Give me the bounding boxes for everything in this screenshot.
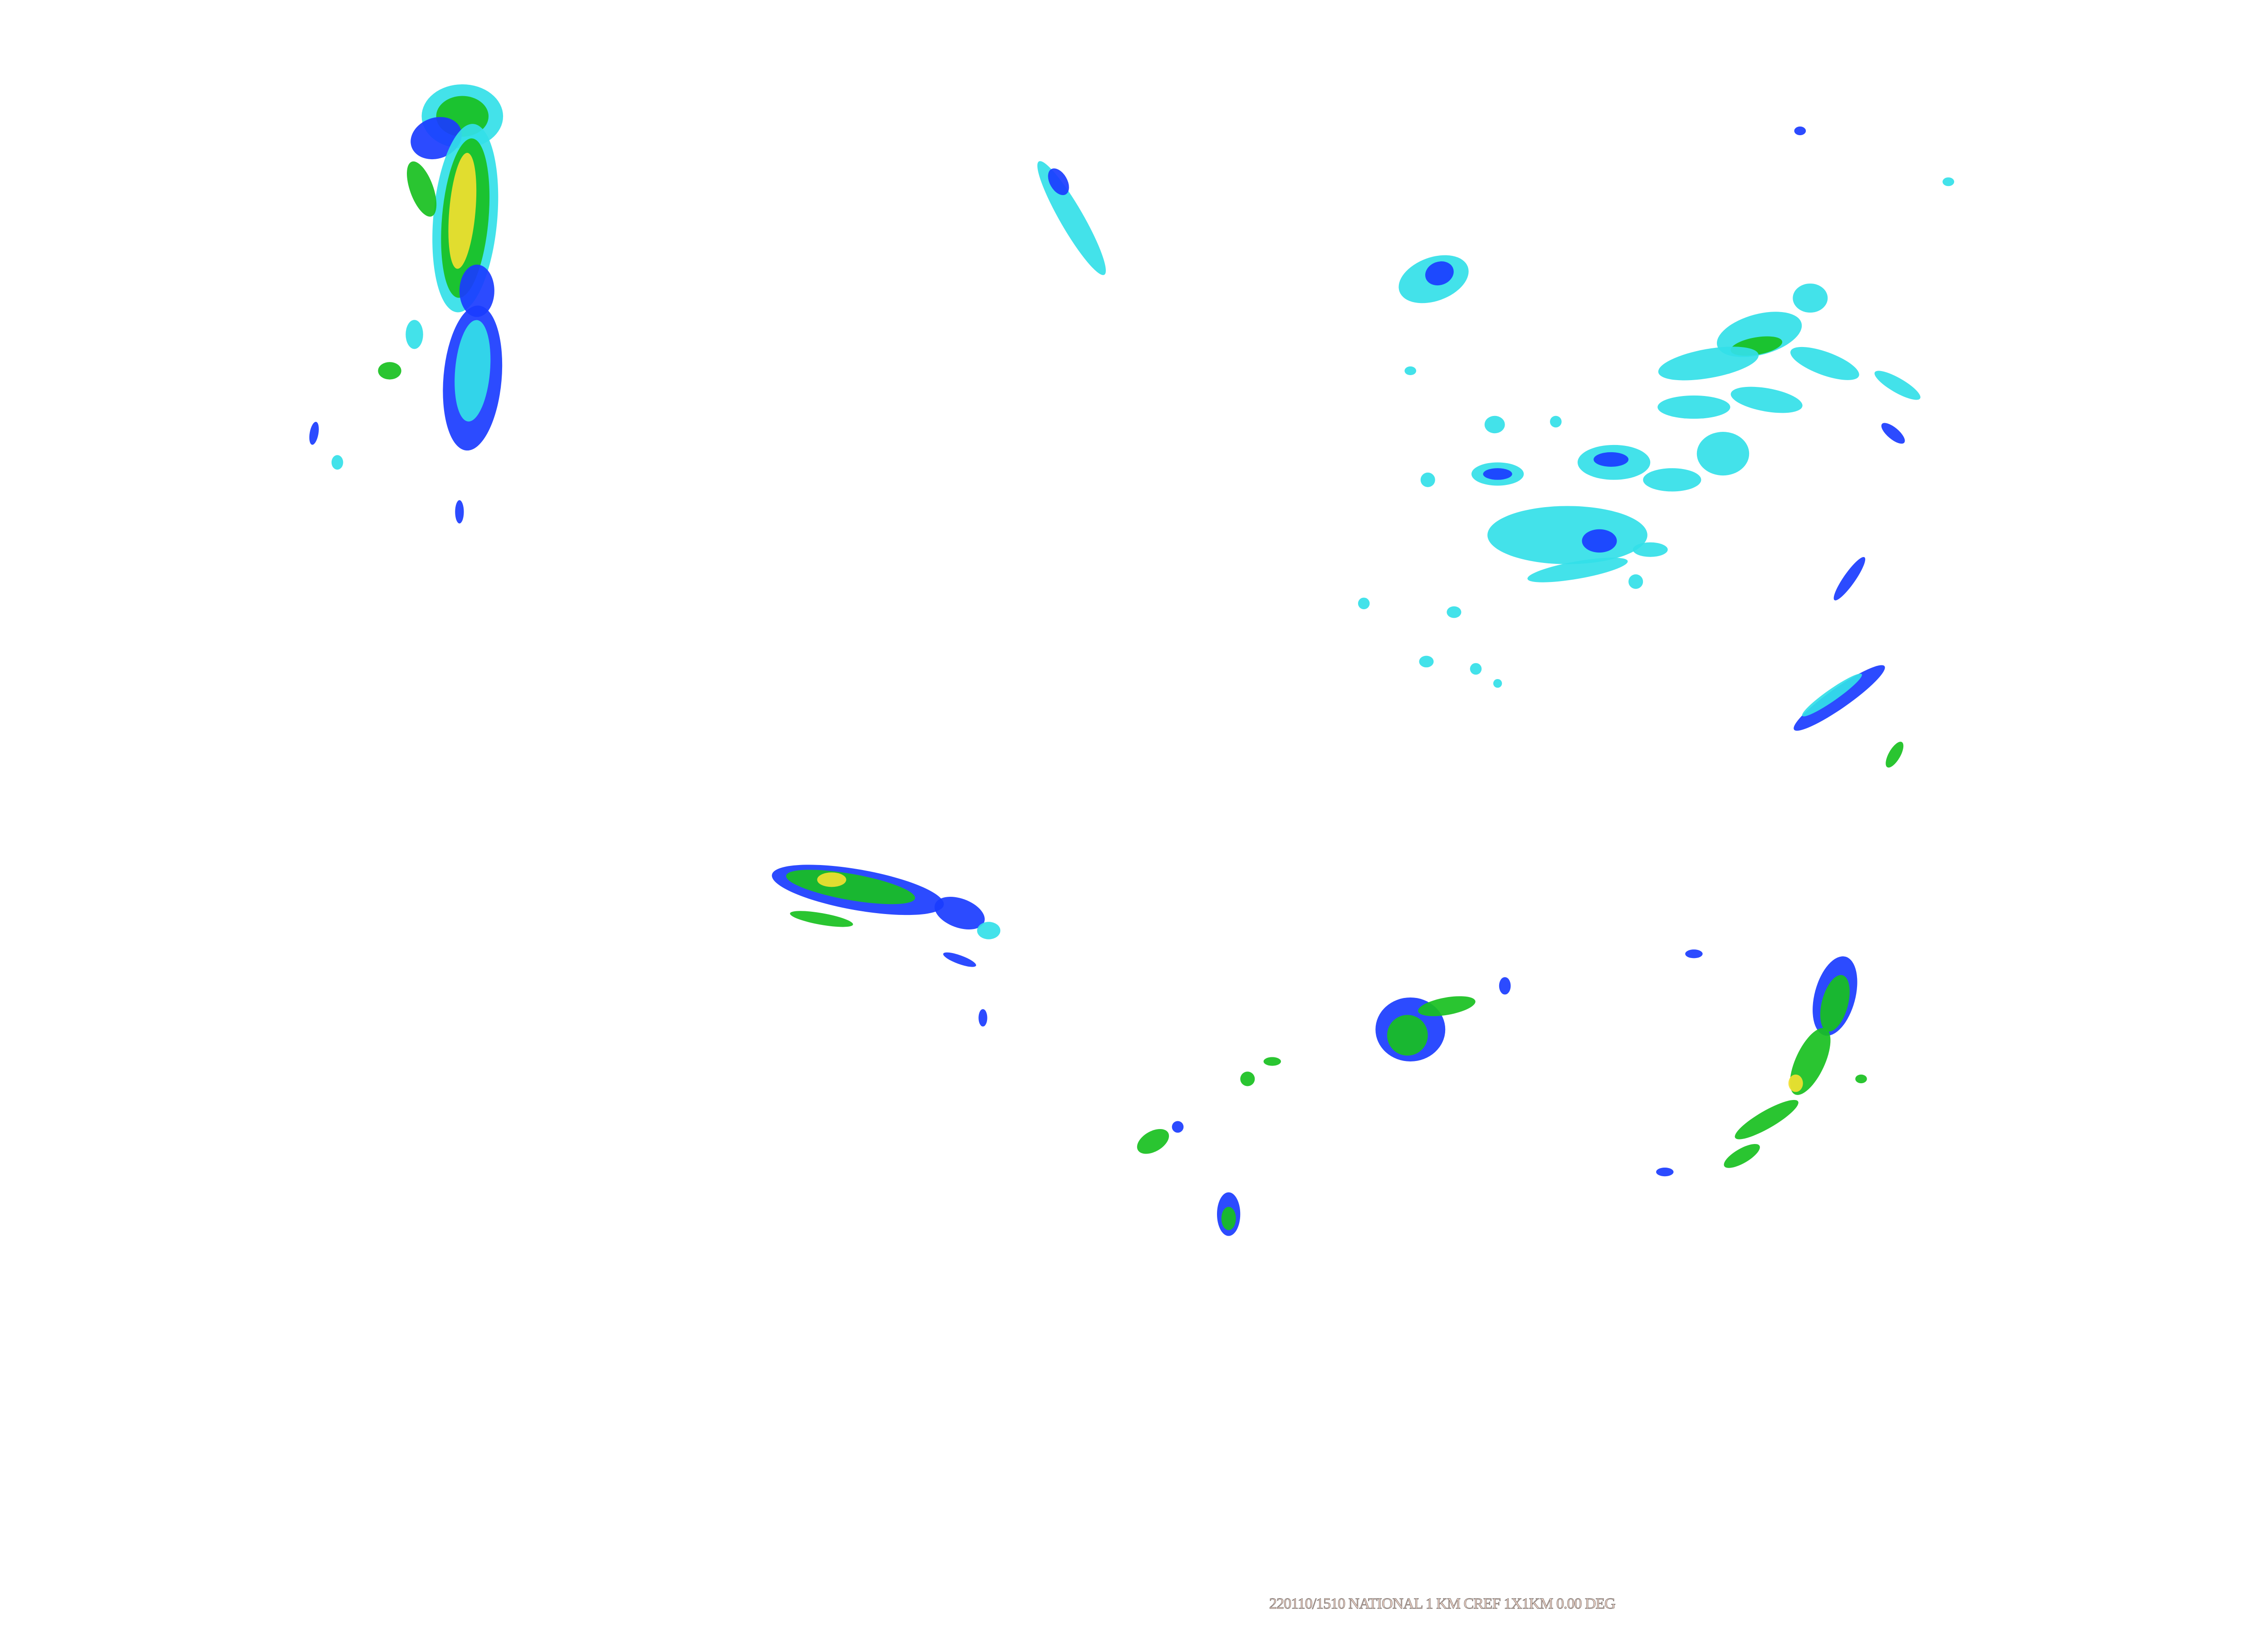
strong-echo-cell [1855, 1074, 1867, 1084]
moderate-echo-cell [459, 264, 494, 317]
strong-echo-cell [1820, 975, 1850, 1032]
light-echo-cell [1419, 655, 1434, 668]
light-echo-cell [1487, 506, 1647, 564]
light-echo-cell [1633, 542, 1668, 557]
moderate-echo-cell [1582, 529, 1617, 553]
product-caption: 220110/1510 NATIONAL 1 KM CREF 1X1KM 0.0… [1269, 1595, 1616, 1612]
light-echo-cell [1447, 606, 1461, 618]
light-echo-cell [1790, 347, 1859, 380]
moderate-echo-cell [309, 421, 319, 445]
light-echo-cell [1404, 366, 1417, 376]
light-echo-cell [406, 320, 423, 349]
strong-echo-cell [407, 161, 437, 217]
light-echo-cell [1037, 161, 1106, 275]
light-echo-cell [1696, 432, 1750, 476]
strong-echo-cell [1418, 996, 1476, 1017]
strong-echo-cell [1137, 1129, 1169, 1154]
moderate-echo-cell [1048, 168, 1069, 196]
light-echo-cell [1628, 574, 1643, 589]
light-echo-cell [455, 320, 491, 422]
moderate-echo-cell [1794, 126, 1806, 136]
light-echo-cell [1643, 468, 1701, 492]
strong-echo-cell [1735, 1100, 1799, 1139]
strong-echo-cell [1886, 742, 1904, 768]
moderate-echo-cell [1656, 1167, 1674, 1177]
light-echo-cell [977, 922, 1001, 939]
light-echo-cell [1470, 663, 1482, 675]
light-echo-cell [1657, 395, 1730, 419]
strong-echo-cell [790, 911, 853, 927]
moderate-echo-cell [1593, 452, 1629, 467]
strong-echo-cell [1263, 1057, 1281, 1066]
moderate-echo-cell [1833, 557, 1866, 601]
light-echo-cell [1874, 371, 1921, 400]
moderate-echo-cell [1794, 665, 1885, 731]
heavy-echo-cell [448, 153, 477, 269]
light-echo-cell [1793, 284, 1828, 313]
light-echo-cell [1484, 416, 1505, 434]
light-echo-cell [1802, 674, 1862, 717]
light-echo-cell [1493, 679, 1502, 688]
moderate-echo-cell [978, 1009, 987, 1027]
light-echo-cell [1358, 597, 1370, 610]
light-echo-cell [1942, 177, 1955, 186]
moderate-echo-cell [455, 500, 464, 523]
light-echo-cell [1730, 386, 1803, 413]
moderate-echo-cell [1499, 977, 1511, 995]
strong-echo-cell [378, 362, 401, 380]
strong-echo-cell [1240, 1071, 1255, 1086]
strong-echo-cell [1724, 1144, 1760, 1168]
moderate-echo-cell [943, 952, 976, 967]
moderate-echo-cell [1685, 949, 1703, 958]
light-echo-cell [1550, 416, 1562, 428]
strong-echo-cell [1387, 1015, 1428, 1056]
moderate-echo-cell [1172, 1121, 1184, 1133]
moderate-echo-cell [1483, 468, 1512, 480]
heavy-echo-cell [1788, 1074, 1803, 1092]
strong-echo-cell [1221, 1207, 1236, 1230]
light-echo-cell [1658, 347, 1759, 381]
moderate-echo-cell [1425, 261, 1454, 286]
light-echo-cell [1527, 557, 1628, 582]
light-echo-cell [1420, 472, 1435, 487]
moderate-echo-cell [1881, 423, 1905, 444]
heavy-echo-cell [817, 872, 846, 887]
light-echo-cell [331, 455, 343, 470]
moderate-echo-cell [934, 897, 985, 930]
